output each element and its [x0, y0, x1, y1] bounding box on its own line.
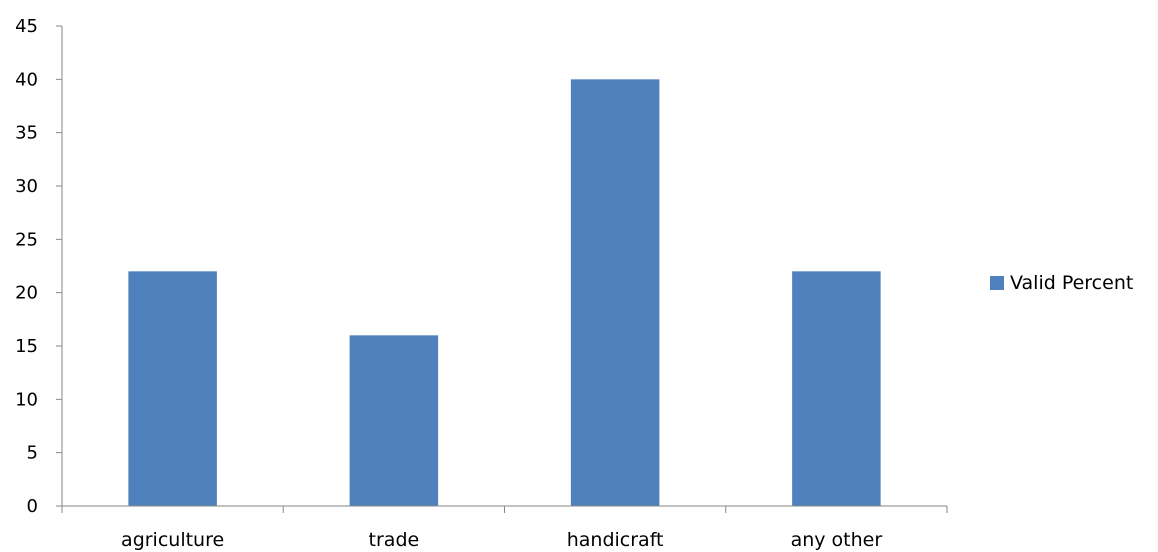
- x-axis-labels: agriculture trade handicraft any other: [121, 529, 882, 551]
- y-tick-label: 40: [15, 69, 38, 90]
- y-tick-label: 15: [15, 336, 38, 357]
- x-category-label: trade: [369, 529, 420, 551]
- y-tick-label: 5: [27, 443, 38, 464]
- x-category-label: handicraft: [567, 529, 664, 551]
- legend-swatch: [990, 276, 1004, 290]
- x-category-label: any other: [791, 529, 883, 551]
- y-tick-label: 30: [15, 176, 38, 197]
- x-axis-ticks: [61, 506, 948, 513]
- y-tick-label: 25: [15, 229, 38, 250]
- y-tick-label: 0: [27, 496, 38, 517]
- y-tick-label: 45: [15, 16, 38, 37]
- legend-label: Valid Percent: [1010, 272, 1134, 294]
- bar-agriculture: [128, 271, 217, 506]
- y-tick-label: 20: [15, 283, 38, 304]
- y-axis-ticks: 0 5 10 15 20 25 30 35 40 45: [15, 16, 62, 517]
- y-tick-label: 35: [15, 123, 38, 144]
- bar-trade: [349, 335, 439, 506]
- bar-any-other: [792, 271, 881, 506]
- bar-series: [128, 79, 881, 506]
- legend: Valid Percent: [990, 272, 1133, 294]
- y-tick-label: 10: [15, 389, 38, 410]
- bar-handicraft: [570, 79, 660, 506]
- x-category-label: agriculture: [121, 529, 224, 551]
